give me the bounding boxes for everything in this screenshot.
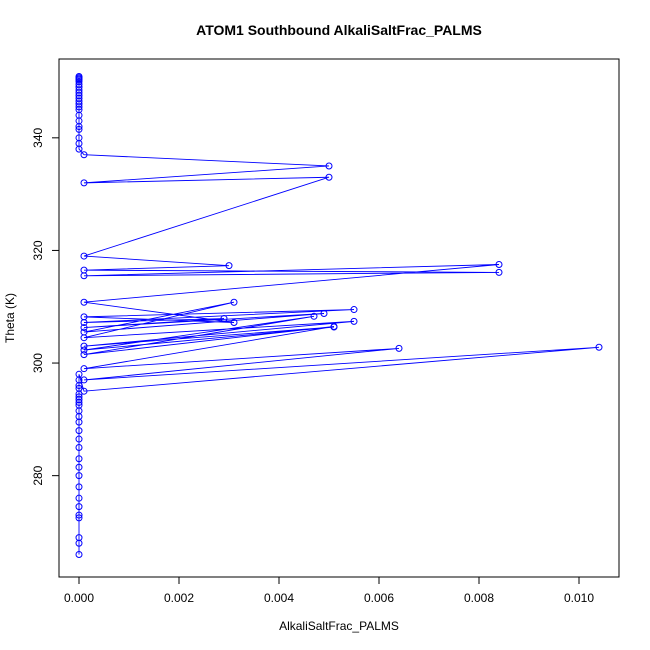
data-point	[310, 312, 318, 320]
data-point	[230, 298, 238, 306]
y-axis-label: Theta (K)	[3, 293, 17, 343]
data-point	[75, 444, 83, 451]
data-point	[75, 503, 83, 511]
data-point	[75, 514, 83, 522]
data-point	[350, 306, 358, 314]
data-point	[75, 455, 83, 463]
data-point	[75, 494, 83, 502]
data-point	[495, 268, 503, 276]
data-point	[350, 317, 358, 325]
data-point	[75, 125, 83, 133]
x-tick-label: 0.008	[464, 591, 494, 605]
data-point	[80, 346, 88, 354]
data-point	[75, 393, 83, 401]
data-point	[75, 483, 83, 491]
data-point	[80, 313, 88, 321]
data-point	[80, 179, 88, 187]
chart-title: ATOM1 Southbound AlkaliSaltFrac_PALMS	[196, 22, 482, 38]
x-axis-label: AlkaliSaltFrac_PALMS	[279, 619, 399, 633]
data-point	[80, 324, 88, 332]
data-point	[80, 365, 88, 373]
data-point	[75, 370, 83, 378]
data-point	[75, 550, 83, 558]
data-point	[495, 261, 503, 269]
data-point	[330, 323, 338, 331]
data-point	[75, 427, 83, 435]
data-point	[225, 262, 233, 270]
x-tick-label: 0.010	[564, 591, 594, 605]
y-tick-label: 340	[31, 127, 45, 147]
x-tick-label: 0.006	[364, 591, 394, 605]
data-point	[325, 173, 333, 181]
series-group	[75, 72, 603, 558]
data-point	[395, 344, 403, 352]
data-point	[325, 162, 333, 170]
data-point	[80, 342, 88, 350]
y-axis: 280 300 320 340	[31, 127, 60, 486]
data-point	[75, 534, 83, 542]
data-point	[80, 376, 88, 384]
data-point	[80, 151, 88, 159]
data-point	[80, 266, 88, 274]
y-tick-label: 320	[31, 240, 45, 260]
data-point	[75, 463, 83, 471]
data-point	[595, 343, 603, 351]
x-tick-label: 0.000	[64, 591, 94, 605]
data-point	[80, 351, 88, 359]
data-point	[75, 134, 83, 142]
data-point	[75, 511, 83, 519]
y-tick-label: 300	[31, 353, 45, 373]
data-point	[230, 319, 238, 326]
data-point	[75, 435, 83, 443]
x-tick-label: 0.004	[264, 591, 294, 605]
x-tick-label: 0.002	[164, 591, 194, 605]
data-point	[220, 315, 228, 323]
data-point	[320, 310, 328, 317]
y-tick-label: 280	[31, 465, 45, 485]
data-point	[80, 387, 88, 395]
data-point	[75, 472, 83, 480]
data-point	[80, 328, 88, 336]
x-axis: 0.000 0.002 0.004 0.006 0.008 0.010	[64, 576, 594, 605]
data-point	[80, 298, 88, 306]
data-point	[75, 72, 83, 80]
data-point	[80, 252, 88, 260]
